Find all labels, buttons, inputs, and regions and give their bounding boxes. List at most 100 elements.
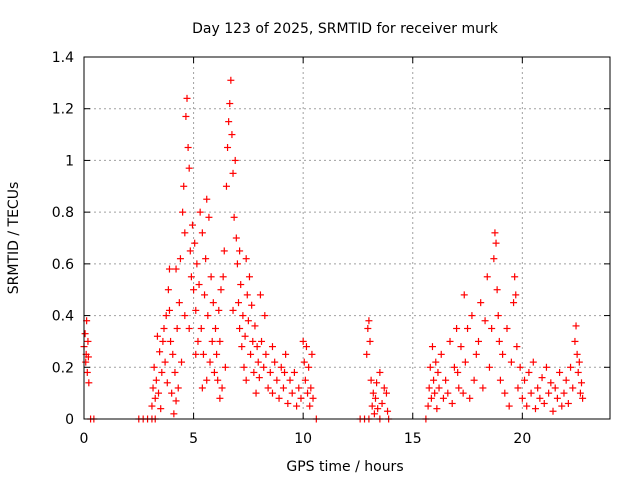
data-point: [236, 247, 244, 255]
data-point: [371, 394, 379, 402]
data-point: [242, 376, 250, 384]
data-point: [232, 234, 240, 242]
data-point: [370, 410, 378, 418]
data-point: [247, 350, 255, 358]
data-point: [374, 405, 382, 413]
data-point: [573, 350, 581, 358]
data-point: [208, 337, 216, 345]
data-point: [455, 384, 463, 392]
x-tick-label: 15: [404, 431, 422, 447]
data-point: [433, 405, 441, 413]
data-point: [365, 317, 373, 325]
data-point: [523, 402, 531, 410]
data-point: [578, 379, 586, 387]
x-tick-label: 0: [80, 431, 89, 447]
data-point: [163, 379, 171, 387]
ticks-layer: 0 0.2 0.4 0.6 0.8 1 1.2 1.4 0 5 10 15 20: [52, 50, 610, 447]
data-point: [206, 358, 214, 366]
data-point: [193, 260, 201, 268]
data-point: [82, 358, 90, 366]
data-point: [437, 350, 445, 358]
data-point: [483, 273, 491, 281]
data-point: [453, 325, 461, 332]
data-point: [277, 363, 285, 371]
data-point: [299, 337, 307, 345]
data-point: [253, 343, 261, 351]
data-point: [507, 358, 515, 366]
data-point: [231, 156, 239, 164]
data-point: [569, 384, 577, 392]
data-point: [162, 312, 170, 320]
data-point: [214, 376, 222, 384]
data-point: [169, 350, 177, 358]
data-point: [499, 350, 507, 358]
data-point: [521, 376, 529, 384]
x-tick-label: 10: [294, 431, 312, 447]
data-point: [150, 363, 158, 371]
data-point: [470, 376, 478, 384]
data-point: [427, 394, 435, 402]
data-point: [525, 368, 533, 376]
data-point: [185, 164, 193, 172]
data-point: [511, 273, 519, 281]
data-point: [426, 363, 434, 371]
data-point: [152, 376, 160, 384]
data-point: [172, 397, 180, 405]
data-point: [160, 325, 168, 332]
data-point: [491, 229, 499, 237]
data-point: [241, 332, 249, 340]
data-point: [186, 247, 194, 255]
data-point: [363, 350, 371, 358]
data-point: [221, 363, 229, 371]
data-point: [148, 402, 156, 410]
data-point: [183, 94, 191, 102]
data-point: [240, 363, 248, 371]
data-point: [428, 343, 436, 351]
data-point: [575, 358, 583, 366]
data-point: [479, 384, 487, 392]
data-point: [496, 376, 504, 384]
data-point: [306, 402, 314, 410]
data-point: [301, 376, 309, 384]
data-point: [218, 384, 226, 392]
data-point: [198, 384, 206, 392]
data-point: [308, 350, 316, 358]
data-point: [230, 213, 238, 221]
data-point: [210, 368, 218, 376]
data-point: [252, 389, 260, 397]
data-point: [168, 389, 176, 397]
data-point: [212, 325, 219, 332]
data-point: [197, 325, 205, 332]
data-point: [553, 394, 561, 402]
data-point: [228, 131, 236, 139]
data-point: [235, 299, 243, 307]
data-point: [373, 379, 381, 387]
data-point: [81, 330, 89, 338]
data-point: [194, 337, 202, 345]
data-point: [181, 312, 189, 320]
x-axis-label: GPS time / hours: [286, 459, 403, 475]
data-point: [516, 363, 524, 371]
data-point: [540, 399, 548, 407]
data-point: [203, 195, 211, 203]
data-point: [216, 337, 224, 345]
data-point: [268, 343, 276, 351]
x-tick-label: 20: [513, 431, 531, 447]
data-point: [233, 260, 241, 268]
data-point: [244, 317, 252, 325]
data-point: [560, 389, 568, 397]
data-point: [242, 255, 250, 263]
data-point: [556, 368, 564, 376]
data-point: [178, 358, 186, 366]
data-point: [275, 394, 283, 402]
data-point: [261, 312, 269, 320]
data-point: [190, 286, 198, 294]
data-point: [229, 169, 237, 177]
data-point: [472, 350, 480, 358]
data-point: [268, 389, 276, 397]
data-point: [536, 394, 544, 402]
data-point: [229, 306, 237, 314]
data-point: [281, 368, 289, 376]
data-point: [282, 350, 290, 358]
